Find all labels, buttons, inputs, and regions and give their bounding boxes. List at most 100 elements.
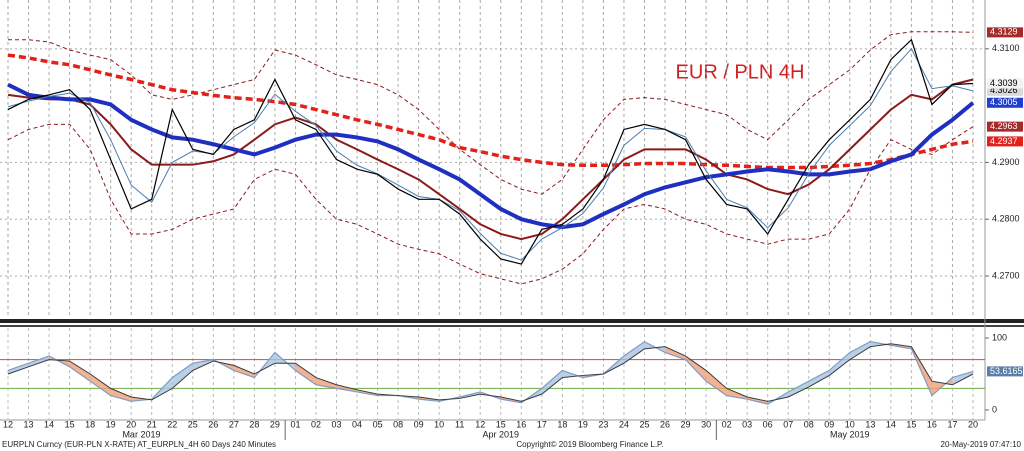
series-line	[8, 31, 974, 195]
x-tick-label: 06	[763, 419, 773, 429]
last-value-box	[987, 85, 1023, 96]
last-value-box	[987, 136, 1023, 147]
last-value-label: 4.3129	[990, 27, 1018, 37]
last-value-box	[987, 78, 1023, 89]
footer-left: EURPLN Curncy (EUR-PLN X-RATE) AT_EURPLN…	[2, 440, 276, 449]
x-tick-label: 24	[619, 419, 629, 429]
y-tick-label: 4.2700	[992, 270, 1020, 280]
last-value-box	[987, 121, 1023, 132]
oscillator-fill	[110, 388, 132, 402]
footer-center: Copyright© 2019 Bloomberg Finance L.P.	[516, 440, 663, 449]
last-value-box	[987, 366, 1023, 377]
y-tick-label: 4.3100	[992, 43, 1020, 53]
series-line	[7, 82, 975, 230]
oscillator-fill	[829, 352, 850, 376]
oscillator-fill	[849, 341, 871, 360]
series-line	[7, 53, 974, 170]
oscillator-fill	[315, 377, 337, 389]
month-label: Apr 2019	[483, 429, 520, 439]
series-line	[7, 47, 974, 261]
y-tick-label: 0	[992, 404, 997, 414]
x-tick-label: 20	[968, 419, 978, 429]
x-tick-label: 29	[270, 419, 280, 429]
last-value-label: 4.3026	[990, 85, 1018, 95]
x-tick-label: 13	[24, 419, 34, 429]
oscillator-fill	[788, 381, 809, 397]
panel-separator	[0, 325, 1024, 327]
x-tick-label: 28	[249, 419, 259, 429]
series-line	[7, 78, 974, 241]
x-tick-label: 23	[598, 419, 608, 429]
last-value-box	[987, 27, 1023, 38]
x-tick-label: 14	[44, 419, 54, 429]
x-tick-label: 10	[845, 419, 855, 429]
oscillator-fill	[28, 356, 50, 367]
oscillator-fill	[808, 370, 830, 387]
oscillator-fill	[69, 361, 91, 382]
x-tick-label: 03	[742, 419, 752, 429]
last-value-label: 4.3005	[990, 97, 1018, 107]
panel-separator	[0, 319, 1024, 323]
x-tick-label: 03	[332, 419, 342, 429]
x-tick-label: 17	[947, 419, 957, 429]
x-tick-label: 09	[824, 419, 834, 429]
oscillator-fill	[295, 363, 316, 385]
series-line	[7, 343, 974, 402]
oscillator-fill	[706, 370, 727, 396]
x-tick-label: 16	[516, 419, 526, 429]
oscillator-fill	[665, 346, 686, 360]
x-tick-label: 19	[106, 419, 116, 429]
x-tick-label: 22	[167, 419, 177, 429]
oscillator-fill	[233, 365, 255, 378]
x-tick-label: 19	[578, 419, 588, 429]
x-tick-label: 25	[639, 419, 649, 429]
x-tick-label: 15	[496, 419, 506, 429]
x-tick-label: 02	[311, 419, 321, 429]
x-tick-label: 26	[208, 419, 218, 429]
x-tick-label: 30	[701, 419, 711, 429]
x-tick-label: 27	[229, 419, 239, 429]
last-value-label: 4.2937	[990, 136, 1018, 146]
y-tick-label: 4.2800	[992, 214, 1020, 224]
oscillator-fill	[172, 363, 193, 389]
oscillator-fill	[623, 341, 645, 364]
y-tick-label: 4.2900	[992, 157, 1020, 167]
x-tick-label: 29	[681, 419, 691, 429]
x-tick-label: 15	[906, 419, 916, 429]
x-tick-label: 02	[722, 419, 732, 429]
x-tick-label: 18	[557, 419, 567, 429]
x-tick-label: 09	[414, 419, 424, 429]
x-tick-label: 17	[537, 419, 547, 429]
x-tick-label: 18	[85, 419, 95, 429]
oscillator-fill	[952, 371, 973, 385]
month-label: Mar 2019	[122, 429, 160, 439]
x-tick-label: 25	[188, 419, 198, 429]
oscillator-fill	[336, 384, 358, 392]
oscillator-fill	[685, 356, 707, 382]
x-tick-label: 07	[783, 419, 793, 429]
x-tick-label: 12	[3, 419, 13, 429]
x-tick-label: 12	[475, 419, 485, 429]
x-tick-label: 14	[886, 419, 896, 429]
x-tick-label: 08	[804, 419, 814, 429]
x-tick-label: 01	[290, 419, 300, 429]
x-tick-label: 08	[393, 419, 403, 429]
x-tick-label: 16	[927, 419, 937, 429]
series-line	[7, 38, 974, 265]
month-label: May 2019	[830, 429, 870, 439]
chart-title: EUR / PLN 4H	[676, 61, 805, 83]
last-value-label: 4.2963	[990, 121, 1018, 131]
series-line	[7, 123, 974, 285]
oscillator-fill	[8, 363, 29, 374]
x-tick-label: 11	[455, 419, 464, 429]
last-value-label: 4.3039	[990, 78, 1018, 88]
x-tick-label: 05	[373, 419, 383, 429]
x-tick-label: 15	[65, 419, 75, 429]
oscillator-fill	[541, 370, 563, 395]
last-value-label: 53.6165	[990, 366, 1023, 376]
x-tick-label: 21	[147, 419, 157, 429]
x-tick-label: 20	[126, 419, 136, 429]
x-tick-label: 10	[434, 419, 444, 429]
